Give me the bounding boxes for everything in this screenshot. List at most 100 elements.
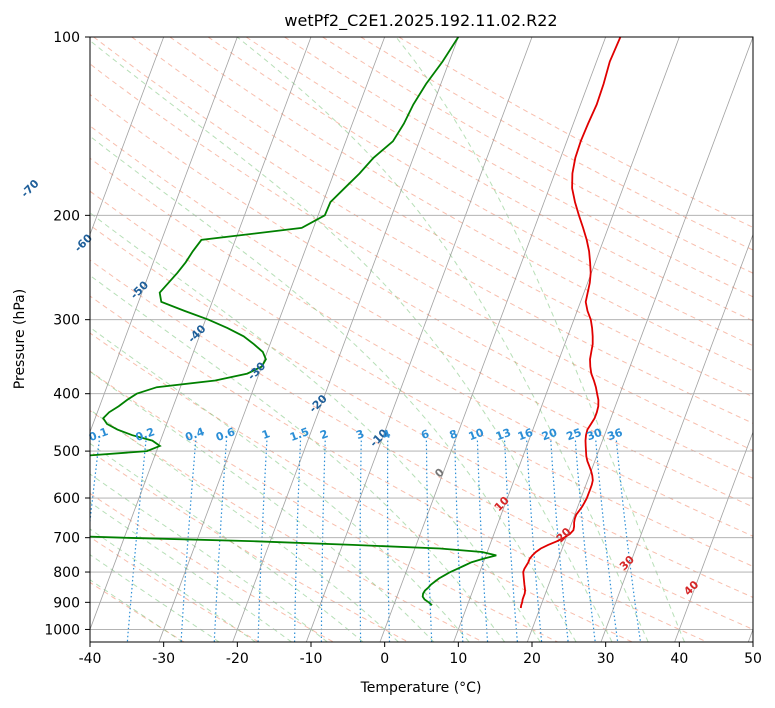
moist-adiabat — [90, 370, 435, 642]
mixing-ratio-label: 1.5 — [288, 425, 311, 444]
moist-adiabat — [395, 37, 685, 642]
y-axis: 100 200 300 400 500 600 700 800 900 1000 — [44, 30, 90, 638]
background-lines — [90, 37, 753, 642]
x-tick-label: -10 — [300, 651, 323, 667]
mixing-ratio-label: 10 — [467, 426, 486, 444]
dry-adiabat — [169, 37, 753, 372]
isotherm — [674, 430, 753, 642]
isotherm — [158, 37, 386, 642]
mixing-ratio-line — [615, 440, 642, 642]
x-tick-label: 30 — [597, 651, 615, 667]
moist-adiabat — [90, 442, 364, 642]
dry-adiabat-label: -50 — [128, 278, 151, 301]
dry-adiabat — [245, 37, 753, 322]
moist-adiabat — [90, 135, 577, 642]
dry-adiabat — [90, 450, 409, 642]
temperature-line — [519, 37, 622, 609]
y-tick-label: 300 — [53, 313, 80, 329]
x-axis: -40 -30 -20 -10 0 10 20 30 40 50 — [79, 642, 762, 667]
moist-adiabat — [90, 274, 506, 642]
plot-frame — [89, 36, 754, 643]
dry-adiabat — [90, 224, 753, 598]
dry-adiabat — [90, 190, 753, 567]
mixing-ratio-line — [294, 440, 302, 642]
y-tick-label: 600 — [53, 491, 80, 507]
mixing-ratio-label: 4 — [381, 427, 393, 442]
x-tick-label: 10 — [449, 651, 467, 667]
isotherm — [526, 37, 753, 642]
y-tick-label: 800 — [53, 565, 80, 581]
mixing-ratio-label: 8 — [448, 427, 460, 442]
dry-adiabat — [90, 93, 753, 479]
line-labels: -100-90-80-70-60-50-40-30-20-10010203040… — [18, 177, 701, 598]
dry-adiabat — [131, 37, 753, 398]
moist-adiabat — [90, 409, 399, 642]
moist-adiabat — [90, 326, 470, 642]
y-tick-label: 1000 — [44, 622, 80, 638]
dry-adiabat — [207, 37, 753, 347]
dry-adiabat — [90, 492, 334, 642]
isotherm — [90, 37, 238, 434]
moist-adiabat — [90, 554, 220, 642]
y-tick-label: 400 — [53, 387, 80, 403]
x-tick-label: -30 — [152, 651, 175, 667]
mixing-ratio-line — [257, 440, 268, 642]
x-tick-label: 50 — [744, 651, 762, 667]
isotherm — [379, 37, 607, 642]
y-tick-label: 900 — [53, 595, 80, 611]
y-tick-label: 100 — [53, 30, 80, 46]
dry-adiabat-label: 30 — [617, 553, 637, 573]
moist-adiabat — [90, 579, 183, 642]
mixing-ratio-label: 3 — [354, 427, 366, 442]
y-tick-label: 500 — [53, 444, 80, 460]
dry-adiabat-label: -60 — [72, 231, 95, 254]
moist-adiabat — [90, 528, 256, 642]
dry-adiabat — [360, 37, 753, 251]
x-tick-label: 20 — [523, 651, 541, 667]
mixing-ratio-line — [320, 440, 326, 642]
isotherm — [747, 628, 753, 642]
mixing-ratio-line — [126, 440, 147, 642]
x-tick-label: 0 — [380, 651, 389, 667]
mixing-ratio-line — [359, 440, 362, 642]
isotherm — [90, 37, 312, 631]
dry-adiabat-label: 40 — [681, 578, 701, 598]
mixing-ratio-label: 13 — [494, 426, 513, 443]
y-axis-label: Pressure (hPa) — [12, 289, 28, 389]
mixing-ratio-label: 0.4 — [183, 425, 206, 444]
dry-adiabat-label: -40 — [185, 322, 208, 345]
mixing-ratio-label: 16 — [516, 426, 535, 444]
mixing-ratio-label: 36 — [606, 426, 625, 444]
dry-adiabat — [90, 295, 708, 642]
mixing-ratio-label: 6 — [419, 427, 431, 442]
x-tick-label: -20 — [226, 651, 249, 667]
dry-adiabat-label: -70 — [18, 177, 41, 200]
mixing-ratio-line — [387, 440, 391, 642]
dewpoint-line — [90, 37, 497, 606]
x-tick-label: 40 — [670, 651, 688, 667]
mixing-ratio-line — [595, 440, 619, 642]
isotherm — [305, 37, 533, 642]
mixing-ratio-label: 0.1 — [87, 425, 110, 444]
isotherm — [90, 37, 165, 236]
mixing-ratio-line — [526, 440, 543, 642]
dry-adiabat — [284, 37, 753, 298]
mixing-ratio-line — [425, 440, 433, 642]
moist-adiabat — [90, 501, 292, 642]
dry-adiabat — [90, 259, 753, 630]
dry-adiabat — [90, 157, 753, 537]
sounding-lines — [90, 37, 622, 609]
dry-adiabat — [90, 63, 753, 451]
moist-adiabat — [90, 473, 328, 642]
mixing-ratio-label: 1 — [260, 427, 272, 442]
y-tick-label: 200 — [53, 208, 80, 224]
mixing-ratio-line — [476, 440, 489, 642]
mixing-ratio-line — [454, 440, 464, 642]
mixing-ratio-label: 2 — [318, 427, 330, 442]
dry-adiabat-label: -20 — [307, 392, 330, 415]
mixing-ratio-line — [550, 440, 569, 642]
mixing-ratio-line — [574, 440, 596, 642]
isotherm — [453, 37, 680, 642]
mixing-ratio-label: 0.6 — [214, 425, 237, 444]
